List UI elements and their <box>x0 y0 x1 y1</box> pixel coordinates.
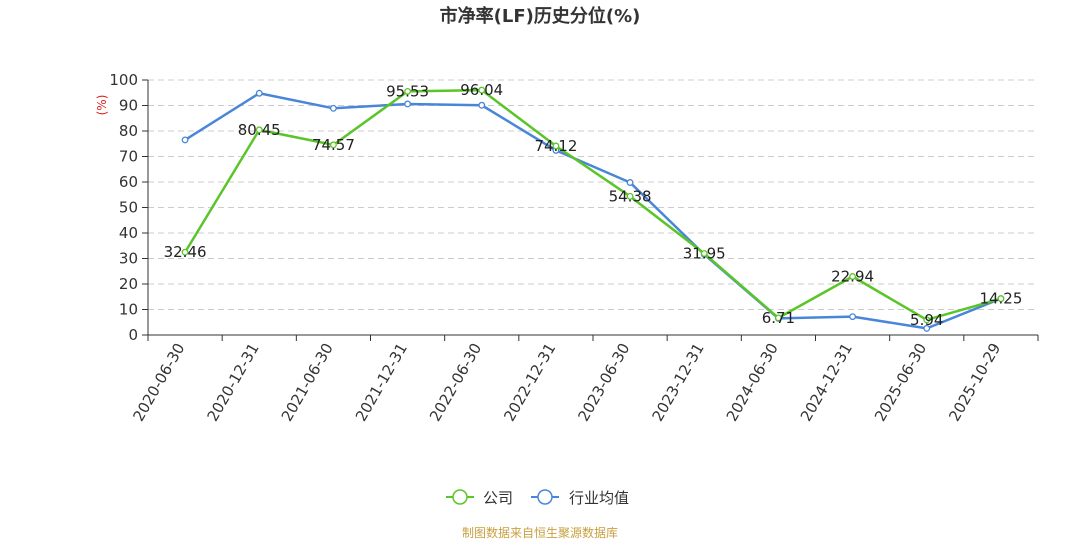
series-company <box>181 86 1005 324</box>
data-point <box>181 248 189 256</box>
y-tick-label: 50 <box>119 199 138 217</box>
data-point <box>626 179 634 186</box>
x-tick-label: 2021-12-31 <box>352 340 411 425</box>
data-label: 95.53 <box>386 82 429 100</box>
x-tick-label: 2025-10-29 <box>945 340 1004 425</box>
legend[interactable]: 公司 行业均值 <box>446 489 629 507</box>
y-tick-label: 100 <box>109 71 138 89</box>
x-tick-label: 2020-12-31 <box>204 340 263 425</box>
data-label: 31.95 <box>683 245 726 263</box>
y-tick-label: 70 <box>119 148 138 166</box>
chart-title: 市净率(LF)历史分位(%) <box>440 5 641 27</box>
data-label: 14.25 <box>979 290 1022 308</box>
y-tick-label: 60 <box>119 173 138 191</box>
x-tick-label: 2023-06-30 <box>574 340 633 425</box>
data-point <box>329 104 337 112</box>
legend-company-label: 公司 <box>483 489 513 507</box>
data-label: 22.94 <box>831 268 874 286</box>
legend-industry-marker <box>537 489 553 505</box>
legend-industry-label: 行业均值 <box>569 489 629 507</box>
y-tick-label: 80 <box>119 122 138 140</box>
series-line <box>184 92 1002 330</box>
series-layer <box>181 86 1005 332</box>
y-tick-label: 10 <box>119 301 138 319</box>
source-footer: 制图数据来自恒生聚源数据库 <box>462 525 618 540</box>
data-point <box>849 313 857 321</box>
y-tick-label: 0 <box>128 326 138 344</box>
data-label: 54.38 <box>609 187 652 205</box>
data-label: 96.04 <box>460 81 503 99</box>
x-tick-label: 2022-12-31 <box>500 340 559 425</box>
x-tick-label: 2022-06-30 <box>426 340 485 425</box>
data-point <box>923 316 931 324</box>
data-point <box>923 324 931 332</box>
x-tick-label: 2023-12-31 <box>649 340 708 425</box>
data-point <box>774 314 782 322</box>
data-point <box>329 141 337 149</box>
x-tick-label: 2024-06-30 <box>723 340 782 425</box>
data-point <box>404 100 412 108</box>
data-point <box>181 136 189 144</box>
data-labels: 32.46 80.45 74.57 95.53 96.04 74.12 54.38 31.95… <box>164 81 1023 329</box>
legend-item-company[interactable]: 公司 <box>446 489 513 507</box>
data-label: 6.71 <box>762 309 795 327</box>
data-point <box>849 273 857 280</box>
data-point <box>478 101 486 109</box>
series-line <box>184 88 1002 322</box>
data-point <box>700 250 708 257</box>
data-point <box>404 87 412 95</box>
data-point <box>255 126 263 134</box>
x-tick-label: 2025-06-30 <box>871 340 930 425</box>
data-point <box>478 86 486 94</box>
legend-company-marker <box>452 489 468 505</box>
data-point <box>626 192 634 200</box>
y-tick-label: 30 <box>119 250 138 268</box>
x-tick-label: 2020-06-30 <box>129 340 188 425</box>
x-tick-label: 2024-12-31 <box>797 340 856 425</box>
legend-item-industry[interactable]: 行业均值 <box>531 489 629 507</box>
x-tick-label: 2021-06-30 <box>278 340 337 425</box>
data-label: 32.46 <box>164 243 207 261</box>
series-industry <box>181 89 1005 332</box>
data-label: 80.45 <box>238 121 281 139</box>
y-tick-label: 20 <box>119 275 138 293</box>
data-point <box>255 89 263 97</box>
data-point <box>997 295 1005 303</box>
grid-lines <box>148 79 1038 310</box>
data-label: 74.57 <box>312 136 355 154</box>
data-label: 74.12 <box>534 137 577 155</box>
y-tick-label: 90 <box>119 97 138 115</box>
data-point <box>552 142 560 150</box>
y-tick-label: 40 <box>119 224 138 242</box>
y-axis-label: (%) <box>95 95 109 116</box>
data-label: 5.94 <box>910 311 943 329</box>
